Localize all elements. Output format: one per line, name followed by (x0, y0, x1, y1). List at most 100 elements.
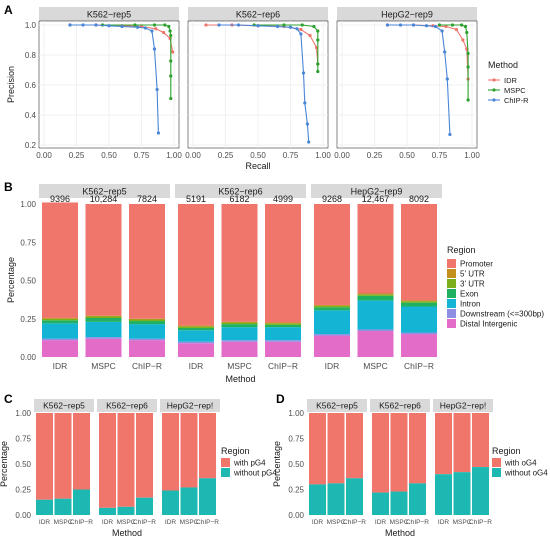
bar-segment-with (36, 413, 53, 500)
y-tick-label: 0.75 (20, 238, 36, 247)
y-tick-label: 1.0 (25, 21, 37, 30)
bar-segment-3-utr (221, 322, 258, 325)
count-label: 12,467 (362, 194, 390, 204)
data-point (443, 50, 447, 54)
legend-label: 5' UTR (460, 270, 485, 279)
data-point (437, 23, 442, 27)
bar-segment-exon (85, 317, 122, 322)
data-point (448, 132, 452, 137)
bar-segment-downstream-300bp- (178, 341, 214, 344)
facet-title: HepG2−rep9 (381, 10, 433, 20)
bar-segment-5-utr (85, 315, 122, 317)
facet-title: K562−rep5 (87, 10, 131, 20)
facet-title: K562−rep5 (43, 401, 85, 411)
bar-segment-distal-intergenic (129, 340, 165, 357)
legend-key-point (492, 88, 496, 92)
panel-label-c: C (4, 392, 13, 406)
facet-title: HepG2−rep! (167, 401, 214, 411)
facet-title: K562−rep6 (236, 10, 280, 20)
data-point (299, 32, 303, 36)
x-tick-label: 0.00 (334, 151, 350, 160)
bar-segment-without (435, 474, 452, 515)
x-tick-label: IDR (53, 361, 68, 371)
count-label: 9396 (50, 194, 70, 204)
data-point (466, 98, 470, 102)
bar-segment-without (136, 497, 153, 515)
x-tick-label: ChIP−R (343, 519, 366, 526)
x-tick-label: IDR (189, 361, 204, 371)
facet-title: K562−rep6 (106, 401, 148, 411)
y-tick-label: 0.4 (25, 111, 37, 120)
bar-segment-with (453, 413, 471, 473)
data-point (156, 131, 160, 135)
count-label: 6182 (229, 194, 249, 204)
data-point (217, 23, 221, 27)
bar-segment-without (99, 507, 116, 515)
legend-label: Exon (460, 290, 478, 299)
data-point (300, 23, 304, 27)
data-point (463, 24, 468, 29)
y-axis-label: Percentage (272, 441, 282, 487)
data-point (308, 33, 312, 38)
data-point (288, 25, 293, 29)
data-point (282, 23, 286, 27)
x-tick-label: MSPC (180, 519, 199, 526)
x-tick-label: MSPC (227, 361, 252, 371)
facet-title: K562−rep5 (316, 401, 358, 411)
data-point (454, 27, 458, 32)
legend-key (447, 259, 456, 268)
legend-key (221, 468, 230, 477)
y-tick-label: 0.25 (15, 486, 31, 495)
bar-segment-without (199, 478, 216, 515)
bar-segment-exon (42, 320, 78, 324)
legend-key (221, 458, 230, 467)
data-point (167, 24, 171, 29)
x-tick-label: IDR (438, 519, 450, 526)
facet-strip (433, 399, 493, 412)
panel-label-d: D (276, 392, 285, 406)
data-point (466, 65, 470, 69)
legend-label: without pG4 (233, 469, 277, 478)
facet-title: K562−rep6 (218, 187, 262, 197)
x-tick-label: MSPC (363, 361, 388, 371)
bar-segment-with (472, 413, 489, 468)
bar-segment-5-utr (314, 304, 350, 306)
y-tick-label: 0.50 (288, 460, 304, 469)
facet-title: K562−rep6 (379, 401, 421, 411)
data-point (275, 24, 280, 29)
count-label: 4999 (273, 194, 293, 204)
bar-segment-without (180, 487, 198, 515)
bar-segment-without (390, 491, 408, 515)
legend-title: Region (447, 245, 476, 255)
y-axis-label: Percentage (0, 441, 9, 487)
x-tick-label: MSPC (117, 519, 136, 526)
bar-segment-5-utr (178, 325, 214, 327)
x-tick-label: 0.00 (36, 151, 52, 160)
legend-key (492, 458, 501, 467)
y-tick-label: 0.50 (20, 277, 36, 286)
data-point (312, 24, 316, 29)
x-tick-label: IDR (375, 519, 387, 526)
data-point (316, 38, 320, 42)
legend-label: with pG4 (233, 459, 266, 468)
bar-segment-5-utr (357, 293, 394, 295)
bar-segment-intron (221, 327, 258, 341)
bar-segment-downstream-300bp- (221, 340, 258, 342)
data-point (171, 50, 175, 54)
bar-segment-with (372, 413, 389, 493)
y-tick-label: 1.00 (288, 409, 304, 418)
legend-label: 3' UTR (460, 280, 485, 289)
facet-strip (307, 399, 367, 412)
bar-segment-without (453, 472, 471, 515)
bar-segment-without (54, 498, 72, 515)
x-tick-label: ChIP−R (70, 519, 93, 526)
bar-segment-with (54, 413, 72, 499)
y-tick-label: 1.00 (15, 409, 31, 418)
data-point (301, 71, 306, 75)
legend-label: with oG4 (504, 459, 537, 468)
x-tick-label: 0.25 (69, 151, 85, 160)
y-tick-label: 0.00 (15, 511, 31, 520)
